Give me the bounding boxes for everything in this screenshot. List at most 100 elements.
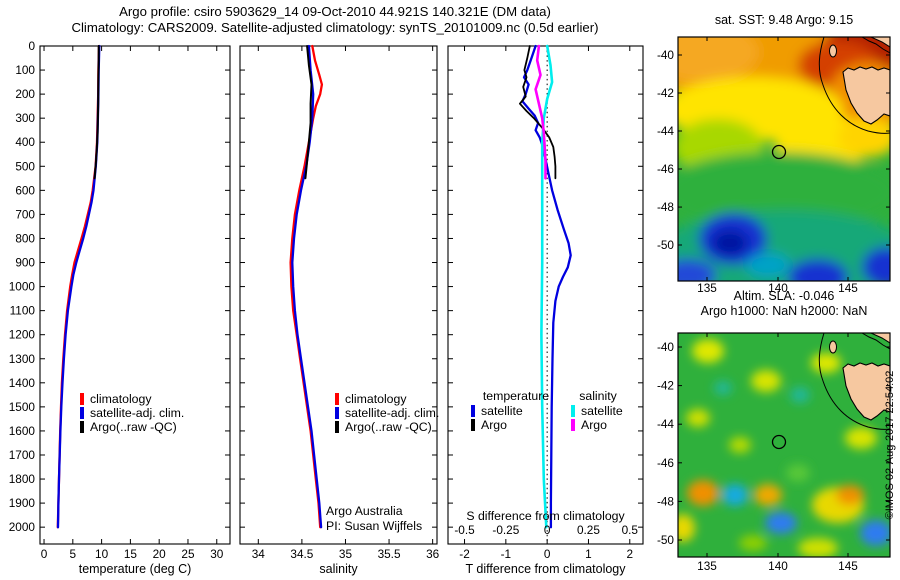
difference-panel-series-satellite-S-diff (540, 44, 554, 529)
attribution-line1: Argo Australia (326, 504, 403, 518)
legend-label: Argo(..raw -QC) (345, 420, 432, 434)
temperature-profile-panel-series-argo-raw (93, 45, 100, 180)
svg-text:2000: 2000 (9, 520, 36, 534)
svg-text:36: 36 (426, 547, 440, 561)
satellite-swatch (80, 407, 84, 419)
sla-map-border (677, 332, 891, 558)
tasmania-landmass (842, 362, 890, 421)
svg-text:15: 15 (124, 547, 138, 561)
legend-row-satellite-T: satellite (471, 404, 523, 418)
svg-text:1700: 1700 (9, 448, 36, 462)
sst-map-axes: 135 140 145 -40 -42 -44 -46 -48 -50 (657, 37, 890, 295)
legend-label: Argo (581, 418, 607, 432)
svg-text:1200: 1200 (9, 328, 36, 342)
svg-text:1900: 1900 (9, 496, 36, 510)
svg-text:20: 20 (153, 547, 167, 561)
climatology-swatch (335, 393, 339, 405)
legend-row-satellite: satellite-adj. clim. (80, 406, 184, 420)
sst-map-float-position-marker (771, 144, 787, 160)
mainland-land (870, 37, 890, 48)
salinity-profile-panel-frame (239, 45, 438, 545)
sla-map-title-line1: Altim. SLA: -0.046 (733, 289, 835, 303)
mainland-coastline (861, 333, 890, 350)
svg-text:1: 1 (585, 547, 592, 561)
svg-text:0: 0 (41, 547, 48, 561)
svg-text:140: 140 (768, 559, 788, 573)
shelf-contour-line (818, 37, 890, 134)
legend-row-argo: Argo(..raw -QC) (80, 420, 184, 434)
svg-text:T difference from climatology: T difference from climatology (465, 562, 626, 576)
argo-T-swatch (471, 419, 475, 431)
svg-text:-46: -46 (657, 456, 674, 470)
svg-text:-0.25: -0.25 (492, 523, 519, 537)
diff-salinity-header: salinity (579, 389, 617, 403)
satellite-T-swatch (471, 405, 475, 417)
svg-text:0: 0 (544, 547, 551, 561)
svg-text:0: 0 (544, 523, 551, 537)
svg-text:1600: 1600 (9, 424, 36, 438)
svg-text:-40: -40 (657, 340, 674, 354)
figure-title-line1: Argo profile: csiro 5903629_14 09-Oct-20… (119, 4, 551, 19)
svg-text:1100: 1100 (10, 304, 36, 318)
svg-text:300: 300 (15, 111, 35, 125)
svg-text:1300: 1300 (9, 352, 36, 366)
difference-panel-series-satellite-T-diff (521, 44, 572, 529)
svg-text:34: 34 (252, 547, 266, 561)
legend-row-climatology: climatology (335, 392, 439, 406)
svg-text:30: 30 (210, 547, 224, 561)
salinity-profile-panel: 34 34.5 35 35.5 36 salinity (239, 44, 440, 576)
svg-text:5: 5 (70, 547, 77, 561)
sla-map: 135 140 145 -40 -42 -44 -46 -48 -50 ©IMOS 02-Aug-… (657, 332, 896, 573)
svg-text:100: 100 (15, 63, 35, 77)
svg-text:600: 600 (15, 183, 35, 197)
salinity-panel-legend: climatology satellite-adj. clim. Argo(..… (335, 392, 439, 434)
svg-text:200: 200 (15, 87, 35, 101)
legend-label: Argo (481, 418, 507, 432)
svg-text:-2: -2 (459, 547, 470, 561)
svg-text:800: 800 (15, 231, 35, 245)
svg-text:-48: -48 (657, 200, 674, 214)
sla-map-title-line2: Argo h1000: NaN h2000: NaN (700, 304, 868, 318)
diff-temperature-header: temperature (482, 389, 550, 403)
legend-row-argo-T: Argo (471, 418, 523, 432)
satellite-S-swatch (571, 405, 575, 417)
svg-text:-1: -1 (501, 547, 512, 561)
figure-title-line2: Climatology: CARS2009. Satellite-adjuste… (71, 20, 599, 35)
legend-label: satellite (481, 404, 523, 418)
temperature-profile-panel-series-satellite-adj-clim (56, 44, 101, 529)
attribution-line2: PI: Susan Wijffels (326, 519, 423, 533)
legend-row-argo: Argo(..raw -QC) (335, 420, 439, 434)
salinity-profile-panel-series-argo-raw (304, 45, 313, 180)
legend-row-satellite-S: satellite (571, 404, 623, 418)
difference-panel: -2 -1 0 1 2 S difference from climatology-0.5… (447, 44, 644, 576)
svg-text:1400: 1400 (9, 376, 36, 390)
salinity-profile-panel-series-satellite-adj-clim (291, 44, 323, 529)
attribution: Argo Australia PI: Susan Wijffels (326, 504, 422, 534)
argo-S-swatch (571, 419, 575, 431)
svg-text:temperature (deg C): temperature (deg C) (79, 562, 192, 576)
mainland-coastline (861, 37, 890, 54)
svg-text:35: 35 (339, 547, 353, 561)
salinity-profile-panel-series-climatology (289, 44, 324, 529)
sst-map-title: sat. SST: 9.48 Argo: 9.15 (714, 13, 854, 27)
svg-text:135: 135 (697, 559, 717, 573)
sst-map: 135 140 145 -40 -42 -44 -46 -48 -50 (657, 36, 891, 295)
shelf-contour-line (818, 333, 890, 430)
sla-color-field (677, 332, 891, 558)
legend-label: satellite-adj. clim. (345, 406, 440, 420)
sla-map-axes: 135 140 145 -40 -42 -44 -46 -48 -50 ©IMOS 02-Aug-… (657, 333, 896, 573)
svg-text:1500: 1500 (9, 400, 36, 414)
svg-text:145: 145 (838, 281, 858, 295)
legend-row-argo-S: Argo (571, 418, 623, 432)
mainland-land (870, 333, 890, 344)
climatology-swatch (80, 393, 84, 405)
svg-text:2: 2 (626, 547, 633, 561)
svg-text:-42: -42 (657, 86, 674, 100)
tasmania-landmass (842, 66, 890, 125)
svg-text:34.5: 34.5 (290, 547, 313, 561)
svg-text:400: 400 (15, 135, 35, 149)
king-island (829, 340, 837, 354)
svg-text:-44: -44 (657, 417, 674, 431)
argo-swatch (80, 421, 84, 433)
